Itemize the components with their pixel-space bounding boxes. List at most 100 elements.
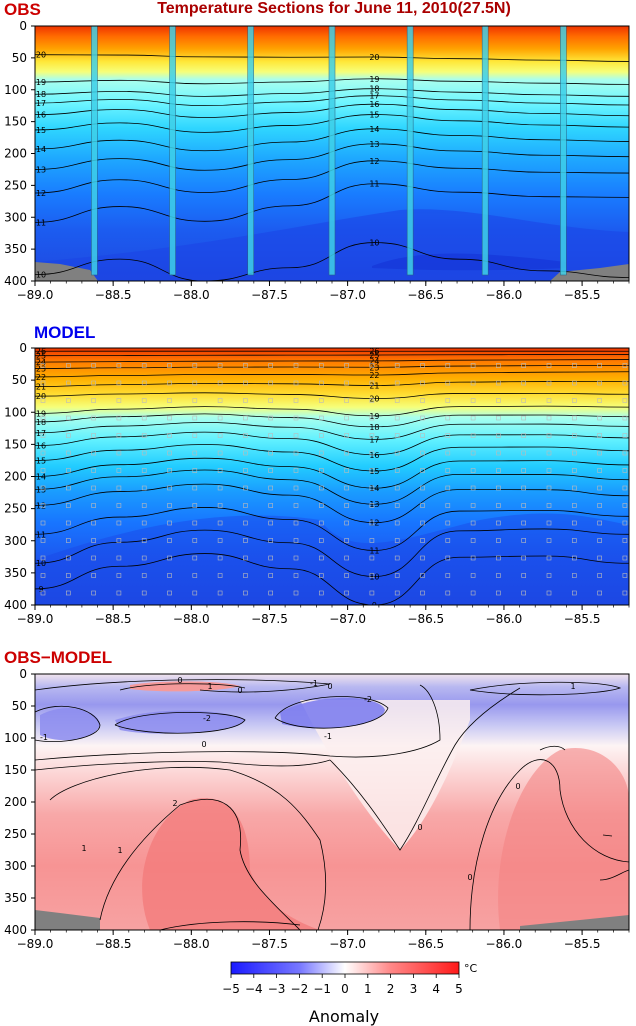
model-grid-point <box>369 538 375 543</box>
model-grid-point <box>496 538 501 543</box>
diff-contour-line <box>159 921 301 930</box>
model-grid-point <box>192 380 198 386</box>
model-grid-point <box>622 398 628 403</box>
model-contour-label: 23 <box>36 365 46 374</box>
model-grid-point <box>141 573 147 578</box>
model-contour-label: 12 <box>369 519 379 528</box>
model-grid-point <box>268 503 274 508</box>
diff-x-tick-label: −87.0 <box>329 937 366 951</box>
obs-x-tick-label: −89.0 <box>17 288 54 302</box>
model-grid-point <box>40 485 46 491</box>
model-contour-label: 25 <box>36 352 46 361</box>
model-grid-point <box>496 380 501 386</box>
model-grid-point <box>66 398 71 403</box>
diff-contour-line <box>469 681 622 696</box>
model-grid-point <box>318 380 324 386</box>
model-grid-point <box>597 555 602 561</box>
obs-contour-label: 19 <box>36 78 46 87</box>
model-grid-point <box>40 555 46 561</box>
model-grid-point <box>546 380 552 386</box>
model-grid-point <box>445 415 451 421</box>
diff-pale-tongue <box>300 700 470 850</box>
model-grid-points <box>40 363 628 596</box>
colorbar-tick-label: 4 <box>432 982 440 996</box>
model-grid-point <box>344 503 349 508</box>
model-grid-point <box>268 520 274 526</box>
model-contour-label: 14 <box>369 484 379 493</box>
obs-contour-label: 13 <box>369 140 379 149</box>
model-grid-point <box>521 538 527 543</box>
model-contour-label: 20 <box>36 392 46 401</box>
model-grid-point <box>91 433 96 438</box>
colorbar-tick-label: 1 <box>364 982 372 996</box>
model-contour-line <box>35 507 629 551</box>
model-grid-point <box>116 363 122 368</box>
diff-contour-label: 0 <box>417 823 422 832</box>
model-grid-point <box>217 520 223 526</box>
model-grid-point <box>571 485 577 491</box>
model-grid-point <box>470 573 476 578</box>
model-grid-point <box>167 398 172 403</box>
model-grid-point <box>622 555 628 561</box>
model-grid-point <box>496 398 501 403</box>
model-grid-point <box>40 363 46 368</box>
diff-contour-line <box>35 759 331 771</box>
model-grid-point <box>420 503 425 508</box>
model-grid-point <box>394 485 400 491</box>
model-grid-point <box>420 450 425 456</box>
model-grid-point <box>91 380 96 386</box>
model-grid-point <box>141 433 147 438</box>
model-grid-point <box>420 573 425 578</box>
model-grid-point <box>243 573 248 578</box>
model-grid-point <box>571 538 577 543</box>
model-grid-point <box>40 398 46 403</box>
diff-contour-line <box>539 745 566 751</box>
diff-x-tick-label: −87.5 <box>251 937 288 951</box>
obs-station-profile <box>560 26 567 276</box>
model-grid-point <box>622 485 628 491</box>
obs-y-tick-label: 100 <box>4 83 27 97</box>
model-grid-point <box>369 363 375 368</box>
model-grid-point <box>546 398 552 403</box>
model-grid-point <box>394 520 400 526</box>
model-grid-point <box>496 415 501 421</box>
model-grid-point <box>217 415 223 421</box>
colorbar-tick-label: 2 <box>387 982 395 996</box>
model-grid-point <box>91 573 96 578</box>
obs-station-profile <box>91 26 98 276</box>
model-grid-point <box>571 398 577 403</box>
model-grid-point <box>293 433 299 438</box>
model-grid-point <box>40 503 46 508</box>
model-grid-point <box>243 503 248 508</box>
diff-contour-line <box>35 679 331 693</box>
model-grid-point <box>521 520 527 526</box>
model-grid-point <box>217 485 223 491</box>
model-grid-point <box>141 520 147 526</box>
model-grid-point <box>344 415 349 421</box>
model-contour-label: 10 <box>36 559 46 568</box>
model-grid-point <box>217 468 223 473</box>
diff-y-tick-label: 0 <box>19 667 27 681</box>
model-grid-point <box>622 433 628 438</box>
colorbar-tick-label: 3 <box>410 982 418 996</box>
model-grid-point <box>116 573 122 578</box>
model-grid-point <box>622 538 628 543</box>
model-grid-point <box>66 433 71 438</box>
model-grid-point <box>66 555 71 561</box>
model-grid-point <box>167 380 172 386</box>
model-grid-point <box>293 573 299 578</box>
model-grid-point <box>369 485 375 491</box>
obs-station-profile <box>406 26 414 276</box>
diff-x-tick-label: −88.5 <box>95 937 132 951</box>
model-contour-line <box>35 528 629 577</box>
diff-contour-line <box>119 683 246 691</box>
diff-contour-label: -1 <box>40 733 48 742</box>
model-contour-label: 19 <box>36 410 46 419</box>
model-grid-point <box>546 503 552 508</box>
model-grid-point <box>192 485 198 491</box>
model-grid-point <box>622 590 628 596</box>
model-grid-point <box>66 485 71 491</box>
model-x-tick-label: −85.5 <box>564 612 601 626</box>
diff-contour-line <box>469 759 629 930</box>
model-grid-point <box>546 415 552 421</box>
